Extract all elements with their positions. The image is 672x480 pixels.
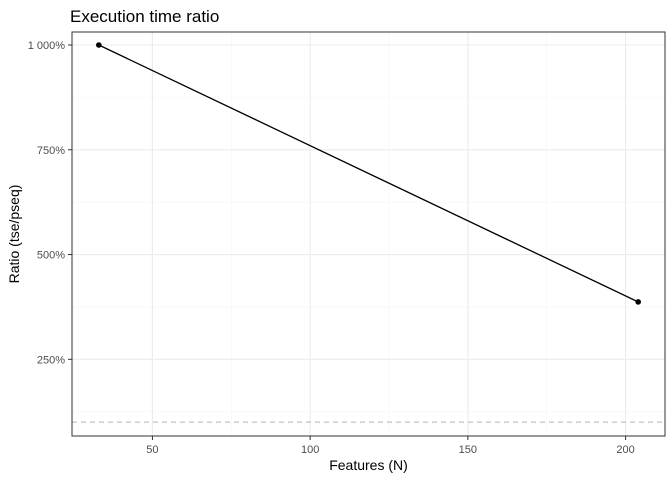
x-tick-label: 50	[146, 444, 158, 456]
x-tick-label: 150	[459, 444, 477, 456]
data-point	[635, 299, 641, 305]
y-tick-label: 250%	[37, 354, 65, 366]
y-tick-label: 500%	[37, 250, 65, 262]
minor-grid	[72, 32, 665, 436]
x-axis: 50 100 150 200	[146, 436, 635, 456]
y-tick-label: 1 000%	[28, 40, 66, 52]
chart-title: Execution time ratio	[70, 7, 219, 26]
x-tick-label: 100	[301, 444, 319, 456]
data-point	[96, 42, 102, 48]
y-tick-label: 750%	[37, 145, 65, 157]
x-axis-title: Features (N)	[329, 457, 408, 473]
x-tick-label: 200	[616, 444, 634, 456]
major-grid	[72, 32, 665, 436]
y-axis-title: Ratio (tse/pseq)	[6, 185, 22, 284]
panel-border	[71, 31, 666, 437]
series-layer	[96, 42, 641, 305]
series-line	[98, 44, 639, 303]
y-axis: 250% 500% 750% 1 000%	[28, 40, 72, 366]
